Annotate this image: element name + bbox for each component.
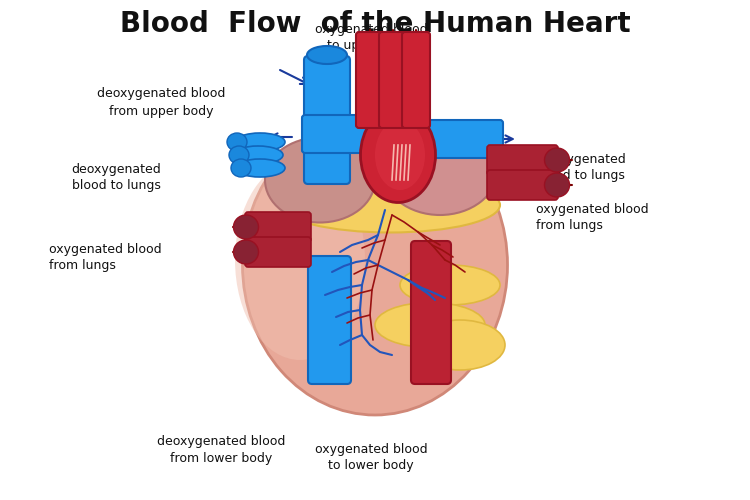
- Ellipse shape: [375, 302, 485, 348]
- Ellipse shape: [265, 138, 375, 222]
- FancyBboxPatch shape: [377, 120, 503, 158]
- Ellipse shape: [233, 215, 259, 239]
- FancyBboxPatch shape: [245, 212, 311, 242]
- Text: deoxygenated blood
from upper body: deoxygenated blood from upper body: [97, 88, 226, 118]
- Ellipse shape: [227, 133, 247, 151]
- Ellipse shape: [307, 46, 347, 64]
- Ellipse shape: [280, 178, 500, 233]
- Text: deoxygenated blood
from lower body: deoxygenated blood from lower body: [157, 435, 286, 465]
- Ellipse shape: [544, 173, 569, 197]
- Text: oxygenated blood
from lungs: oxygenated blood from lungs: [536, 202, 649, 232]
- Text: Blood  Flow  of the Human Heart: Blood Flow of the Human Heart: [120, 10, 630, 38]
- Ellipse shape: [400, 265, 500, 305]
- Text: deoxygenated
blood to lungs: deoxygenated blood to lungs: [71, 162, 161, 192]
- Ellipse shape: [544, 148, 569, 172]
- FancyBboxPatch shape: [356, 32, 384, 128]
- Text: oxygenated blood
from lungs: oxygenated blood from lungs: [49, 242, 161, 272]
- FancyBboxPatch shape: [487, 145, 558, 175]
- FancyBboxPatch shape: [487, 170, 558, 200]
- Ellipse shape: [235, 133, 285, 151]
- Ellipse shape: [233, 146, 283, 164]
- Ellipse shape: [229, 146, 249, 164]
- FancyBboxPatch shape: [402, 32, 430, 128]
- Ellipse shape: [375, 120, 425, 190]
- Ellipse shape: [235, 159, 285, 177]
- Ellipse shape: [231, 159, 251, 177]
- Ellipse shape: [415, 320, 505, 370]
- FancyBboxPatch shape: [245, 237, 311, 267]
- FancyBboxPatch shape: [308, 256, 351, 384]
- FancyBboxPatch shape: [411, 241, 451, 384]
- Ellipse shape: [242, 115, 508, 415]
- Ellipse shape: [382, 125, 497, 215]
- FancyBboxPatch shape: [379, 32, 407, 128]
- Ellipse shape: [233, 240, 259, 264]
- FancyBboxPatch shape: [302, 115, 393, 153]
- Ellipse shape: [235, 160, 365, 360]
- Text: deoxygenated
blood to lungs: deoxygenated blood to lungs: [536, 152, 626, 182]
- Text: oxygenated blood
to lower body: oxygenated blood to lower body: [315, 442, 428, 472]
- Text: oxygenated blood
to upper body: oxygenated blood to upper body: [315, 22, 428, 52]
- FancyBboxPatch shape: [304, 56, 350, 184]
- Ellipse shape: [361, 108, 436, 202]
